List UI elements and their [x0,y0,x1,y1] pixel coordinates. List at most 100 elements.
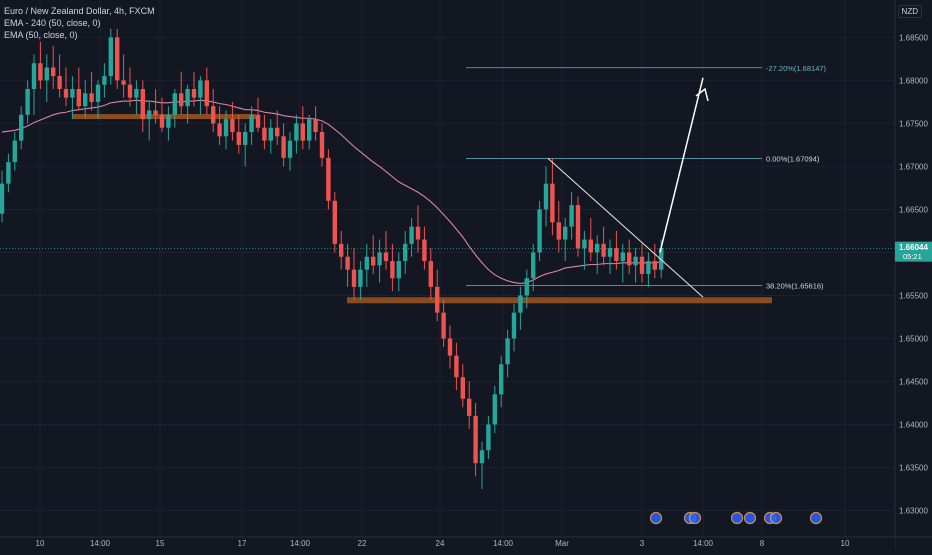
candle-body [268,127,273,141]
candle [236,114,241,154]
candle-body [140,89,145,120]
candle-body [588,239,593,253]
candle-body [255,114,261,128]
candle-body [31,63,37,90]
candle-body [102,76,107,85]
candle-body [326,157,331,201]
candle-body [607,248,613,257]
candle-body [332,200,337,244]
candle [294,114,299,154]
time-tick-label: 10 [841,539,850,548]
candle-body [153,110,158,115]
price-axis[interactable]: 1.68500 1.68000 1.67500 1.67000 1.66500 1.660… [894,0,932,550]
candle-body [294,123,299,141]
legend-symbol[interactable]: Euro / New Zealand Dollar, 4h, FXCM [4,6,155,16]
price-tick-label: 1.68500 [899,33,928,42]
candle [428,248,433,300]
price-axis-bg [895,0,932,550]
candle-body [543,183,549,210]
candle-body [57,76,62,90]
candle [550,157,555,236]
fib-label: 38.20%(1.65616) [766,281,824,290]
candle-body [377,252,382,266]
event-marker [649,511,663,525]
candle [287,132,293,171]
fib-label: -27.20%(1.68147) [766,64,827,73]
candle-body [531,252,536,279]
candle [121,54,126,98]
candle [262,114,267,150]
candle-body [441,312,446,339]
candle [422,226,427,270]
candle [537,200,542,262]
time-tick-label: 14:00 [290,539,311,548]
candle-body [467,398,472,416]
candle [531,243,536,292]
candle [543,166,549,227]
candle [607,239,613,274]
candle-body [172,93,177,115]
candle-body [351,269,357,287]
candle-body [63,89,69,98]
candle [639,243,645,283]
candle-body [262,127,267,141]
price-tick-label: 1.65500 [899,291,928,300]
candle [435,269,440,322]
time-tick-label: 14:00 [693,539,714,548]
price-tick-label: 1.64000 [899,420,928,429]
candle-body [0,183,5,214]
candle [582,230,587,270]
candle [217,106,222,145]
candle-body [25,89,30,115]
candle [57,54,62,98]
candle-body [371,256,376,266]
candle [467,381,472,429]
price-tick-label: 1.68000 [899,76,928,85]
candle [153,89,158,124]
currency-button[interactable]: NZD [897,5,922,18]
candle-body [428,261,433,287]
candle [204,67,209,115]
time-tick-label: 14:00 [493,539,514,548]
candle [230,101,235,141]
candle [108,28,113,85]
candle-body [89,93,94,102]
event-marker [809,511,823,525]
current-price-badge [895,241,932,262]
candle-body [147,110,152,120]
candle [281,123,286,167]
candle [332,192,337,253]
candle-body [601,243,606,257]
candle [614,230,619,270]
candle-body [313,119,318,133]
chart-legend: Euro / New Zealand Dollar, 4h, FXCM EMA … [4,5,155,41]
candle-body [281,136,286,158]
legend-ema[interactable]: EMA (50, close, 0) [4,30,78,40]
candle-body [473,415,478,464]
candle [211,89,216,133]
candle [524,269,529,309]
time-tick-label: 24 [436,539,445,548]
candle [390,243,395,292]
candle [454,342,459,391]
candle-body [537,209,542,253]
fib-label: 0.00%(1.67094) [766,154,820,163]
candle-body [70,89,75,98]
event-marker [743,511,757,525]
candle-body [575,205,581,249]
candle [371,235,376,274]
legend-ema-240[interactable]: EMA - 240 (50, close, 0) [4,18,101,28]
candle [19,106,24,150]
countdown-label: 05:21 [903,252,922,261]
candle-body [358,269,363,287]
candle [633,248,638,283]
time-axis[interactable]: 10 14:00 15 17 14:00 22 24 14:00 Mar 3 14:00 8 10 [0,536,932,550]
candle-body [211,106,216,124]
candle-body [287,140,293,158]
candle [563,218,568,262]
candle [339,230,344,270]
price-tick-label: 1.67500 [899,119,928,128]
candle [345,243,350,287]
